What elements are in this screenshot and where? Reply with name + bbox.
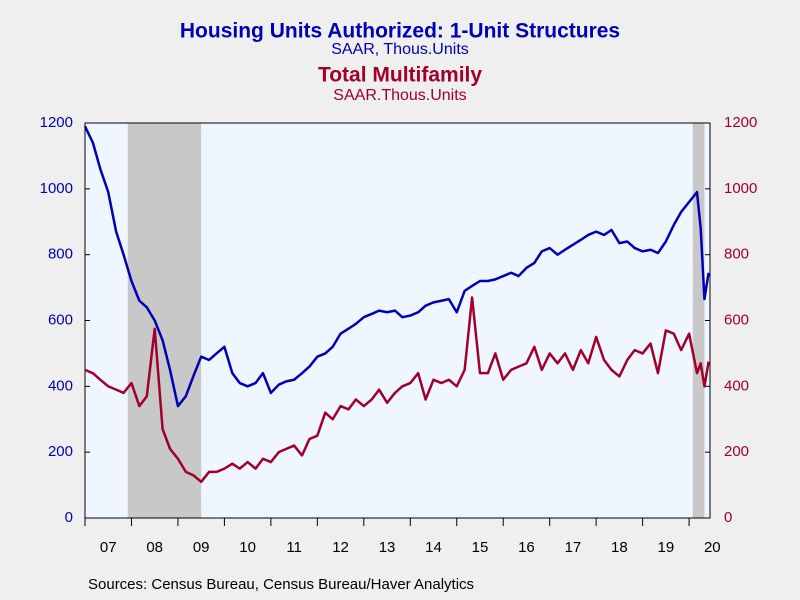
x-tick-label: 15 (472, 539, 489, 556)
y2-tick-label: 200 (724, 443, 749, 460)
chart-subtitle: SAAR, Thous.Units (331, 41, 469, 58)
plot-frame (84, 122, 711, 519)
x-tick-label: 12 (332, 539, 349, 556)
x-tick-label: 18 (611, 539, 628, 556)
y-tick-label: 1000 (40, 180, 73, 197)
y2-tick-label: 400 (724, 377, 749, 394)
x-tick-label: 19 (658, 539, 675, 556)
y-tick-label: 800 (48, 246, 73, 263)
x-tick-label: 13 (379, 539, 396, 556)
x-tick-label: 16 (518, 539, 535, 556)
chart-subtitle-2: SAAR.Thous.Units (333, 87, 466, 104)
y-tick-label: 0 (65, 509, 73, 526)
chart-title-2: Total Multifamily (318, 64, 482, 87)
y-tick-label: 600 (48, 311, 73, 328)
x-tick-label: 14 (425, 539, 442, 556)
y2-tick-label: 1000 (724, 180, 757, 197)
y-tick-label: 200 (48, 443, 73, 460)
x-tick-label: 20 (704, 539, 721, 556)
y-tick-label: 400 (48, 377, 73, 394)
y-tick-label: 1200 (40, 114, 73, 131)
y2-tick-label: 600 (724, 311, 749, 328)
series-line (84, 296, 710, 484)
x-tick-label: 08 (146, 539, 163, 556)
y2-tick-label: 800 (724, 246, 749, 263)
recession-shade (692, 123, 705, 518)
y2-tick-label: 0 (724, 509, 732, 526)
x-tick-label: 17 (565, 539, 582, 556)
x-tick-label: 09 (193, 539, 210, 556)
series-line (83, 125, 710, 408)
x-tick-label: 07 (100, 539, 117, 556)
chart-title: Housing Units Authorized: 1-Unit Structu… (180, 20, 620, 43)
recession-shade (127, 123, 202, 518)
x-tick-label: 11 (286, 539, 302, 556)
source-note: Sources: Census Bureau, Census Bureau/Ha… (88, 576, 474, 593)
y2-tick-label: 1200 (724, 114, 757, 131)
x-tick-label: 10 (239, 539, 256, 556)
